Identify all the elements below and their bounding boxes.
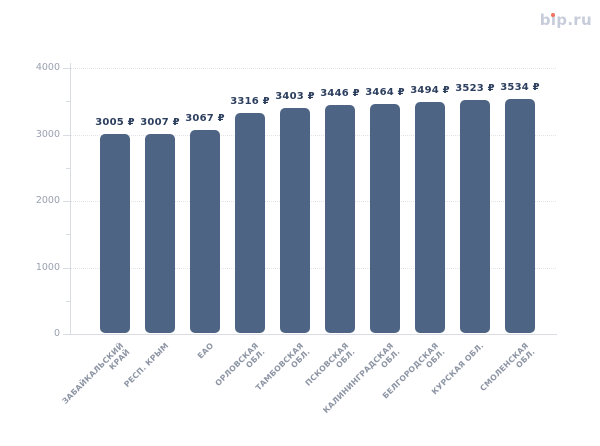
bar-0[interactable] [100, 134, 130, 333]
bar-value-label-1: 3007 ₽ [140, 117, 180, 129]
gridline-4000 [71, 68, 556, 69]
bar-1[interactable] [145, 134, 175, 333]
x-axis-label-9: СМОЛЕНСКАЯ ОБЛ. [478, 341, 537, 394]
x-axis-line [70, 334, 557, 335]
y-tick-label-0: 0 [53, 328, 60, 339]
bar-8[interactable] [460, 99, 490, 333]
y-tick-4000 [63, 68, 70, 69]
x-axis-label-2: ЕАО [195, 341, 216, 361]
y-tick-label-4000: 4000 [35, 62, 60, 73]
bar-value-label-7: 3494 ₽ [410, 84, 450, 96]
y-tick-1000 [63, 267, 70, 269]
y-tick-label-3000: 3000 [35, 128, 60, 140]
gridline-2000 [71, 201, 556, 202]
bar-value-label-3: 3316 ₽ [230, 96, 270, 108]
bar-chart: 0 1000 2000 3000 4000 3005 ₽ 3007 ₽ 3067 ₽ 3316… [35, 62, 557, 415]
bar-value-label-6: 3464 ₽ [365, 86, 405, 98]
page: bip.ru 0 1000 2000 3000 4000 3005 ₽ 3007 ₽ 306… [35, 11, 592, 416]
y-tick-0 [63, 334, 70, 335]
bar-value-label-2: 3067 ₽ [185, 113, 225, 125]
y-tick-label-1000: 1000 [35, 261, 60, 273]
bar-9[interactable] [505, 98, 535, 333]
gridline-3000 [71, 134, 556, 136]
bar-value-label-8: 3523 ₽ [455, 82, 495, 94]
y-tick-label-2000: 2000 [35, 195, 60, 206]
y-minor-tick-1500 [66, 234, 70, 236]
bar-value-label-0: 3005 ₽ [95, 117, 135, 129]
y-tick-3000 [63, 134, 70, 136]
bar-value-label-4: 3403 ₽ [275, 90, 315, 102]
bar-value-label-9: 3534 ₽ [500, 81, 540, 93]
bar-3[interactable] [235, 113, 265, 333]
y-minor-tick-3500 [66, 101, 70, 103]
logo-i-dot-icon [551, 13, 556, 18]
gridline-1000 [71, 267, 556, 269]
bar-2[interactable] [190, 130, 220, 333]
bar-4[interactable] [280, 107, 310, 333]
y-axis-line [70, 63, 71, 335]
y-minor-tick-500 [66, 300, 70, 302]
bar-6[interactable] [370, 103, 400, 333]
y-minor-tick-2500 [66, 167, 70, 169]
y-tick-2000 [63, 201, 70, 202]
bar-value-label-5: 3446 ₽ [320, 87, 360, 99]
bar-5[interactable] [325, 104, 355, 333]
bip-logo: bip.ru [540, 11, 592, 29]
bar-7[interactable] [415, 101, 445, 333]
